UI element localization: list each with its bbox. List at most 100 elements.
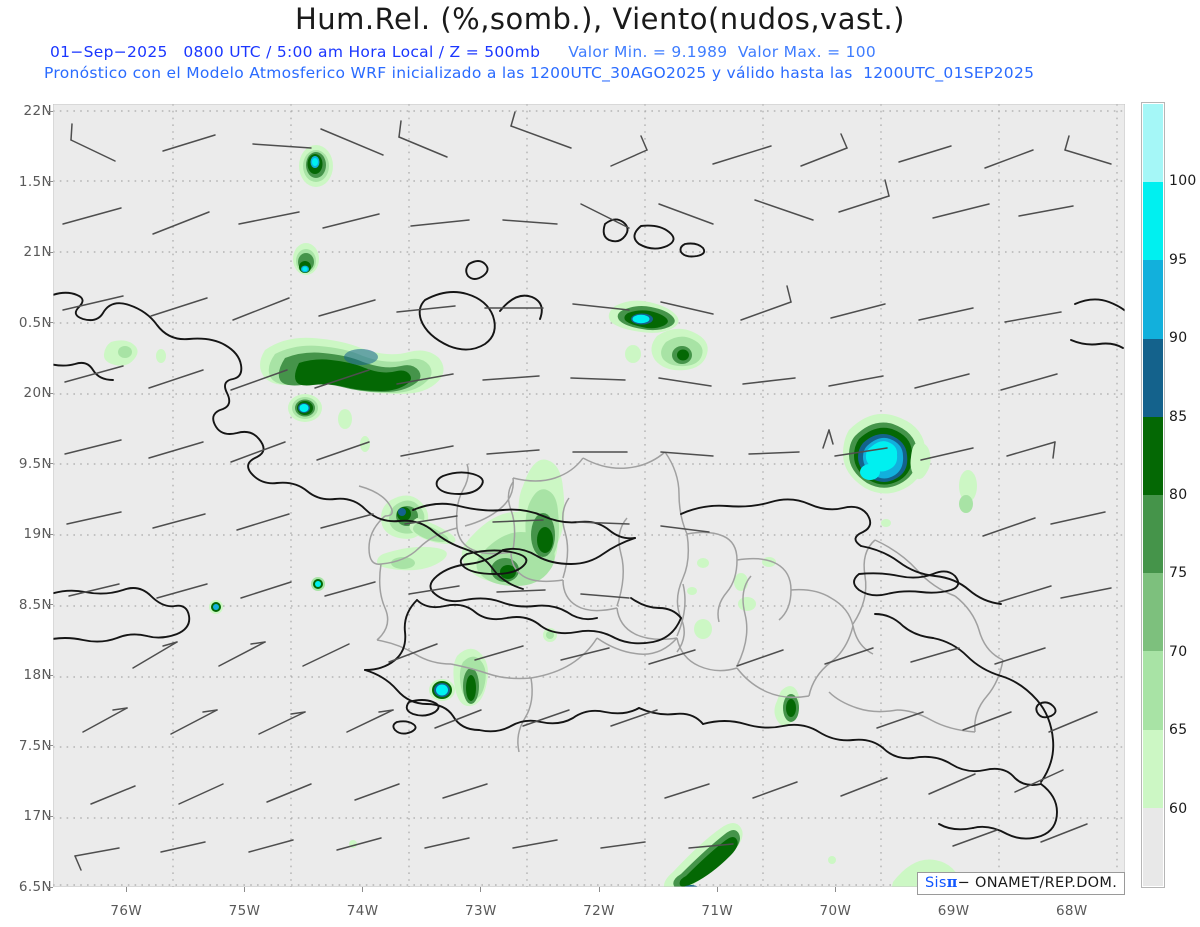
wind-barb <box>1048 711 1098 733</box>
wind-barb <box>404 515 458 525</box>
wind-barb <box>70 123 116 162</box>
wind-barb <box>740 285 792 321</box>
y-axis-tick <box>48 181 53 183</box>
wind-barb <box>660 525 710 533</box>
wind-barb <box>914 373 970 389</box>
wind-barb <box>314 369 370 389</box>
wind-barb <box>474 645 524 661</box>
x-axis-tick-label: 69W <box>937 903 970 919</box>
x-axis-tick-label: 76W <box>110 903 143 919</box>
watermark-brand: Sis <box>925 875 947 891</box>
x-axis-tick-label: 70W <box>819 903 852 919</box>
header-line-2: Pronóstico con el Modelo Atmosferico WRF… <box>44 64 1035 82</box>
y-axis-tick <box>48 463 53 465</box>
wind-barb <box>570 377 626 381</box>
colorbar-tick-label: 80 <box>1169 487 1188 503</box>
wind-barb <box>712 145 772 165</box>
wind-barb <box>918 307 974 321</box>
header-minmax: Valor Min. = 9.1989 Valor Max. = 100 <box>568 43 877 61</box>
wind-barb <box>324 581 376 597</box>
x-axis-tick <box>125 887 127 892</box>
y-axis-tick <box>48 604 53 606</box>
wind-barb <box>82 707 128 733</box>
wind-barb <box>600 841 646 849</box>
wind-barb <box>1006 441 1056 459</box>
wind-barb <box>74 847 120 871</box>
wind-barb <box>824 647 874 665</box>
rh-cell <box>288 394 322 422</box>
wind-barb <box>236 513 290 531</box>
colorbar-band <box>1143 260 1163 339</box>
wind-barb <box>230 441 286 463</box>
rh-cell <box>608 300 679 333</box>
colorbar-tick-label: 65 <box>1169 722 1188 739</box>
rh-cell <box>843 413 977 513</box>
wind-barb <box>170 709 218 735</box>
colorbar-band <box>1143 338 1163 417</box>
wind-barb <box>148 441 204 459</box>
wind-barb <box>664 783 710 799</box>
wind-barb <box>688 843 734 849</box>
wind-barb <box>502 219 558 225</box>
wind-barb <box>388 643 438 663</box>
wind-barb <box>156 583 208 599</box>
wind-barb <box>496 589 546 593</box>
wind-barb <box>68 583 120 597</box>
wind-barb <box>1050 511 1106 525</box>
x-axis-tick-label: 73W <box>464 903 497 919</box>
colorbar-tick-label: 70 <box>1169 643 1188 660</box>
wind-barb <box>998 585 1052 603</box>
watermark-agency: ONAMET/REP.DOM. <box>974 875 1118 891</box>
wind-barb <box>580 593 630 599</box>
wind-barb <box>396 305 456 313</box>
y-axis-tick <box>48 533 53 535</box>
wind-barb <box>178 783 224 805</box>
colorbar-tick-label: 75 <box>1169 565 1188 582</box>
wind-barb <box>840 777 888 797</box>
y-axis-tick-label: 19N <box>23 526 52 543</box>
wind-barb <box>152 513 206 529</box>
wind-barb <box>576 521 630 525</box>
colorbar-tick-label: 85 <box>1169 408 1188 425</box>
y-axis-tick <box>48 322 53 324</box>
wind-barb <box>822 429 834 449</box>
colorbar-band <box>1143 104 1163 183</box>
y-axis-tick <box>48 110 53 112</box>
wind-barb <box>752 781 798 799</box>
wind-barb <box>984 149 1034 169</box>
wind-barb <box>230 369 288 391</box>
x-axis-tick <box>716 887 718 892</box>
y-axis-tick <box>48 886 53 888</box>
wind-barb <box>522 709 570 727</box>
x-axis-tick-label: 74W <box>346 903 379 919</box>
wind-barb <box>952 829 998 847</box>
wind-barb <box>1004 311 1062 323</box>
page-title: Hum.Rel. (%,somb.), Viento(nudos,vast.) <box>295 2 905 36</box>
map-plot-area <box>53 104 1125 887</box>
header-datetime-level: 01−Sep−2025 0800 UTC / 5:00 am Hora Loca… <box>50 43 541 61</box>
y-axis-tick-label: 8.5N <box>18 596 52 613</box>
x-axis-tick <box>243 887 245 892</box>
wind-barb <box>898 145 952 163</box>
wind-barb <box>982 517 1036 537</box>
rh-cell <box>651 328 708 371</box>
x-axis-tick-label: 75W <box>228 903 261 919</box>
rh-cell <box>738 597 756 611</box>
wind-barb <box>62 295 124 311</box>
x-axis-tick-label: 72W <box>583 903 615 919</box>
y-axis-tick-label: 21N <box>23 244 52 261</box>
y-axis-tick-label: 6.5N <box>18 879 52 895</box>
wind-barb <box>320 128 384 156</box>
wind-barb <box>316 441 370 461</box>
colorbar[interactable] <box>1141 102 1165 888</box>
wind-barb <box>218 641 266 667</box>
wind-barb <box>62 207 122 225</box>
colorbar-band <box>1143 494 1163 574</box>
wind-barb <box>830 303 886 319</box>
wind-barb <box>962 711 1012 731</box>
wind-barb <box>660 301 714 315</box>
wind-barb <box>162 134 216 152</box>
colorbar-tick-label: 60 <box>1169 800 1188 817</box>
wind-barb <box>318 299 376 317</box>
wind-barb <box>1000 373 1058 391</box>
